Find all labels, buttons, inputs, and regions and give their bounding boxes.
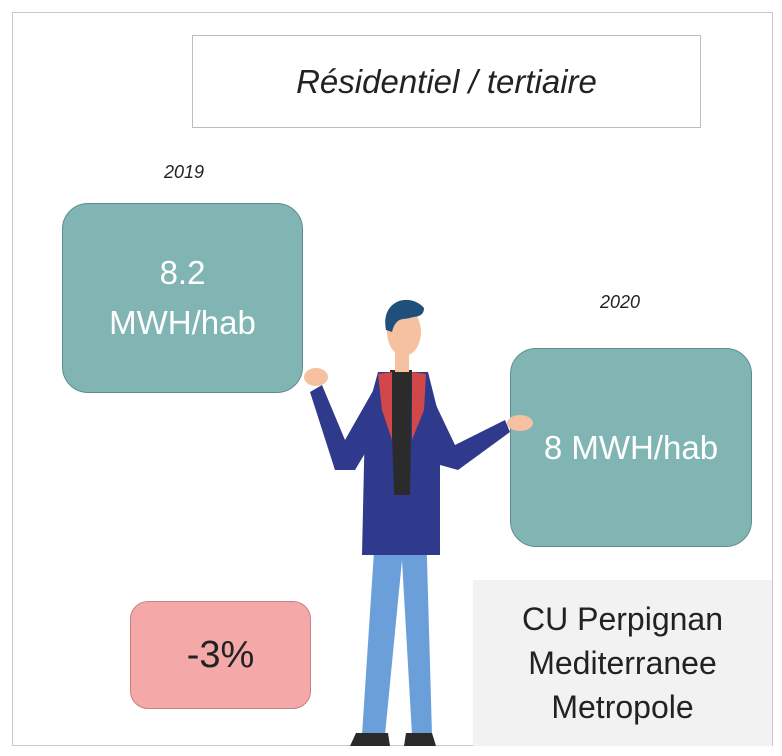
value-before-box: 8.2 MWH/hab xyxy=(62,203,303,393)
shoes xyxy=(350,733,436,746)
year-before: 2019 xyxy=(164,162,205,182)
left-hand xyxy=(304,368,328,386)
text-line: 8 MWH/hab xyxy=(543,428,719,466)
text-line: Metropole xyxy=(551,689,694,725)
text-line: Mediterranee xyxy=(528,645,717,681)
title: Résidentiel / tertiaire xyxy=(192,35,701,128)
right-arm xyxy=(420,382,510,470)
hair xyxy=(385,299,424,332)
frame xyxy=(12,12,773,746)
text-line: CU Perpignan xyxy=(522,601,723,637)
text-line: 8.2 xyxy=(159,254,206,291)
lapels xyxy=(378,372,426,440)
text-line: MWH/hab xyxy=(109,304,256,341)
value-after-box: 8 MWH/hab xyxy=(510,348,752,547)
right-hand xyxy=(507,415,533,431)
location-box: CU Perpignan Mediterranee Metropole xyxy=(473,580,772,746)
year-after: 2020 xyxy=(600,292,641,312)
change-box: -3% xyxy=(130,601,311,709)
shirt xyxy=(390,370,412,495)
